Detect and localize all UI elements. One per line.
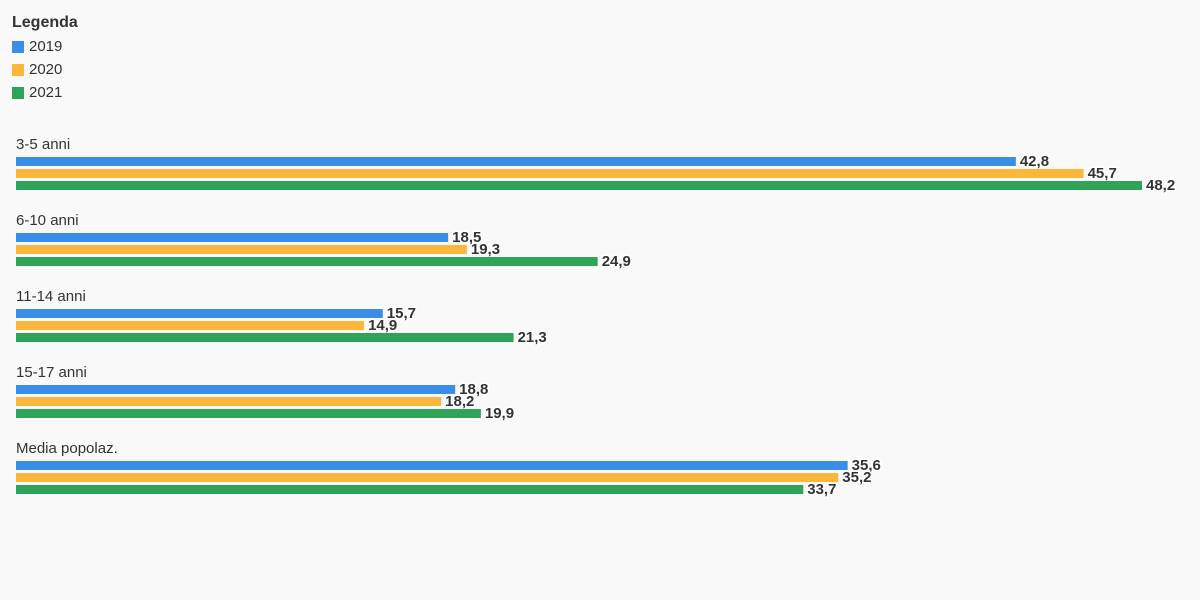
bar [16, 169, 1084, 178]
category-label: 3-5 anni [16, 136, 70, 153]
bar [16, 461, 848, 470]
bar [16, 397, 442, 406]
legend-swatch [12, 87, 24, 99]
value-label: 33,7 [807, 481, 836, 498]
legend-label: 2020 [29, 61, 62, 78]
bar [16, 473, 839, 482]
value-label: 35,2 [842, 469, 871, 486]
legend-title: Legenda [12, 14, 78, 31]
value-label: 42,8 [1020, 153, 1049, 170]
bar [16, 257, 598, 266]
legend-label: 2021 [29, 84, 62, 101]
bar [16, 333, 514, 342]
value-label: 19,9 [485, 405, 514, 422]
legend-swatch [12, 41, 24, 53]
legend-swatch [12, 64, 24, 76]
value-label: 14,9 [368, 317, 397, 334]
category-label: 6-10 anni [16, 212, 79, 229]
bar [16, 321, 365, 330]
bar [16, 309, 383, 318]
value-label: 18,2 [445, 393, 474, 410]
bar [16, 157, 1016, 166]
category-label: Media popolaz. [16, 440, 118, 457]
category-label: 15-17 anni [16, 364, 87, 381]
category-label: 11-14 anni [16, 288, 86, 305]
bar [16, 233, 449, 242]
value-label: 18,5 [452, 229, 481, 246]
bar [16, 409, 481, 418]
bar [16, 385, 456, 394]
bar [16, 181, 1142, 190]
value-label: 45,7 [1088, 165, 1117, 182]
bar [16, 485, 804, 494]
legend-label: 2019 [29, 38, 62, 55]
value-label: 19,3 [471, 241, 500, 258]
value-label: 24,9 [602, 253, 631, 270]
value-label: 48,2 [1146, 177, 1175, 194]
value-label: 18,8 [459, 381, 488, 398]
value-label: 15,7 [387, 305, 416, 322]
value-label: 35,6 [852, 457, 881, 474]
value-label: 21,3 [518, 329, 547, 346]
bar [16, 245, 467, 254]
